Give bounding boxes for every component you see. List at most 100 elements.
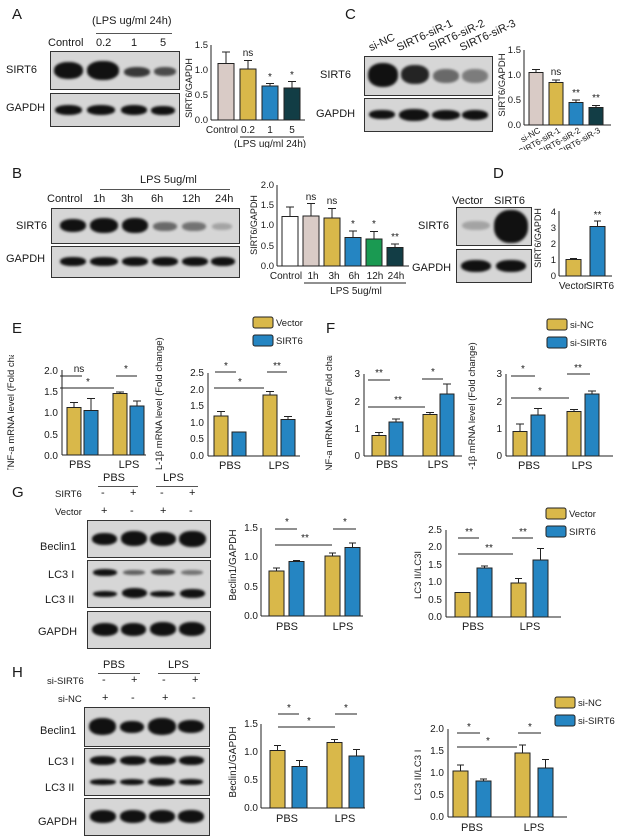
western-blot-c-gapdh xyxy=(364,98,493,132)
panel-label-d: D xyxy=(493,165,504,182)
chart-b: SIRT6/GAPDH 0.0 0.5 1.0 1.5 2.0 ns ns * … xyxy=(249,180,409,297)
panel-label-f: F xyxy=(326,320,336,337)
svg-text:**: ** xyxy=(485,543,493,554)
svg-text:2.0: 2.0 xyxy=(44,366,58,377)
svg-text:**: ** xyxy=(594,210,602,221)
blot-h-row1-label: si-SIRT6 xyxy=(47,676,84,687)
blot-g-row-lc3i: LC3 I xyxy=(48,569,75,581)
svg-text:2.0: 2.0 xyxy=(430,724,444,735)
svg-text:**: ** xyxy=(519,527,527,538)
blot-h-group-lps: LPS xyxy=(168,659,189,671)
chart-g-beclin1: Beclin1/GAPDH 0.0 0.5 1.0 1.5 * * ** PBS… xyxy=(228,517,363,633)
svg-text:**: ** xyxy=(391,232,399,243)
svg-text:0.5: 0.5 xyxy=(508,95,521,106)
western-blot-d-gapdh xyxy=(456,249,532,283)
svg-text:5: 5 xyxy=(289,125,295,136)
svg-text:1.5: 1.5 xyxy=(430,746,444,757)
blot-c-row-gapdh: GAPDH xyxy=(316,108,356,120)
blot-g-group-pbs: PBS xyxy=(103,472,126,484)
svg-text:*: * xyxy=(124,364,128,375)
svg-text:0.5: 0.5 xyxy=(195,90,208,101)
svg-text:0.5: 0.5 xyxy=(244,582,258,593)
svg-text:2.5: 2.5 xyxy=(190,368,204,379)
blot-g-row-beclin1: Beclin1 xyxy=(40,541,77,553)
svg-text:0.5: 0.5 xyxy=(190,434,204,445)
svg-text:0.0: 0.0 xyxy=(428,612,442,623)
blot-h-group-pbs: PBS xyxy=(103,659,126,671)
western-blot-a-sirt6 xyxy=(50,51,180,90)
svg-text:4: 4 xyxy=(551,207,556,218)
svg-text:*: * xyxy=(268,72,272,83)
svg-text:1.0: 1.0 xyxy=(195,65,208,76)
svg-text:PBS: PBS xyxy=(461,822,483,834)
svg-text:1.0: 1.0 xyxy=(190,418,204,429)
panel-label-h: H xyxy=(12,664,23,681)
svg-text:1: 1 xyxy=(496,424,502,435)
svg-text:PBS: PBS xyxy=(276,621,298,633)
svg-text:Control: Control xyxy=(270,271,302,282)
svg-text:*: * xyxy=(431,367,435,378)
blot-b-row-gapdh: GAPDH xyxy=(6,253,46,265)
svg-text:0.0: 0.0 xyxy=(44,451,58,462)
blot-h-row2-label: si-NC xyxy=(58,694,82,705)
svg-text:0.0: 0.0 xyxy=(190,451,204,462)
blot-h-row-beclin1: Beclin1 xyxy=(40,725,77,737)
svg-text:*: * xyxy=(538,386,542,397)
blot-a-lane-3: 5 xyxy=(160,37,167,49)
western-blot-h-beclin1 xyxy=(84,707,210,747)
svg-text:*: * xyxy=(224,361,228,372)
blot-d-row-gapdh: GAPDH xyxy=(412,262,452,274)
blot-b-lane-0: Control xyxy=(47,193,83,205)
svg-text:*: * xyxy=(86,377,90,388)
svg-text:LPS: LPS xyxy=(335,813,356,825)
svg-text:1.5: 1.5 xyxy=(190,401,204,412)
svg-text:0.0: 0.0 xyxy=(261,261,274,272)
svg-text:2: 2 xyxy=(551,239,556,250)
legend-h-sinc: si-NC xyxy=(578,698,602,709)
blot-a-row-gapdh: GAPDH xyxy=(6,102,46,114)
svg-text:6h: 6h xyxy=(348,271,359,282)
svg-text:0.5: 0.5 xyxy=(428,595,442,606)
blot-a-lane-0: Control xyxy=(48,37,84,49)
blot-c-row-sirt6: SIRT6 xyxy=(320,69,351,81)
svg-text:2: 2 xyxy=(354,397,360,408)
blot-a-header-line xyxy=(96,33,172,34)
svg-text:*: * xyxy=(351,219,355,230)
chart-b-ylabel: SIRT6/GAPDH xyxy=(249,195,259,255)
chart-c: SIRT6/GAPDH 0.0 0.5 1.0 1.5 ns ** ** si-… xyxy=(497,45,611,150)
svg-text:1.5: 1.5 xyxy=(195,40,208,51)
svg-text:1.5: 1.5 xyxy=(244,523,258,534)
chart-c-ylabel: SIRT6/GAPDH xyxy=(497,53,508,116)
blot-a-row-sirt6: SIRT6 xyxy=(6,64,37,76)
svg-text:IL-1β mRNA level (Fold change): IL-1β mRNA level (Fold change) xyxy=(467,342,478,470)
svg-text:**: ** xyxy=(273,361,281,372)
svg-text:PBS: PBS xyxy=(69,459,91,470)
svg-text:1.5: 1.5 xyxy=(44,387,58,398)
blot-b-lane-4: 12h xyxy=(182,193,201,205)
panel-label-a: A xyxy=(12,6,23,23)
svg-text:Beclin1/GAPDH: Beclin1/GAPDH xyxy=(228,726,239,797)
blot-b-row-sirt6: SIRT6 xyxy=(16,220,47,232)
western-blot-a-gapdh xyxy=(50,93,180,127)
svg-text:*: * xyxy=(528,722,532,733)
legend-e-sirt6: SIRT6 xyxy=(276,336,303,347)
svg-text:PBS: PBS xyxy=(376,459,398,470)
svg-text:24h: 24h xyxy=(388,271,405,282)
panel-label-e: E xyxy=(12,320,23,337)
svg-text:0: 0 xyxy=(551,271,556,282)
blot-h-row-lc3i: LC3 I xyxy=(48,756,75,768)
svg-text:0.5: 0.5 xyxy=(44,430,58,441)
chart-d-ylabel: SIRT6/GAPDH xyxy=(533,208,543,268)
blot-d-lane-1: SIRT6 xyxy=(494,195,525,207)
svg-text:1.5: 1.5 xyxy=(508,45,521,56)
western-blot-g-beclin1 xyxy=(87,520,211,558)
svg-text:LPS: LPS xyxy=(524,822,545,834)
legend-e-vector: Vector xyxy=(276,318,303,329)
chart-a-ylabel: SIRT6/GAPDH xyxy=(184,58,194,118)
chart-f-il1b: si-NC si-SIRT6 IL-1β mRNA level (Fold ch… xyxy=(467,318,613,470)
svg-text:**: ** xyxy=(592,93,600,104)
western-blot-c-sirt6 xyxy=(364,56,493,96)
svg-text:IL-1β mRNA level (Fold change): IL-1β mRNA level (Fold change) xyxy=(154,337,165,470)
svg-text:ns: ns xyxy=(551,67,562,78)
svg-text:0.2: 0.2 xyxy=(241,125,255,136)
